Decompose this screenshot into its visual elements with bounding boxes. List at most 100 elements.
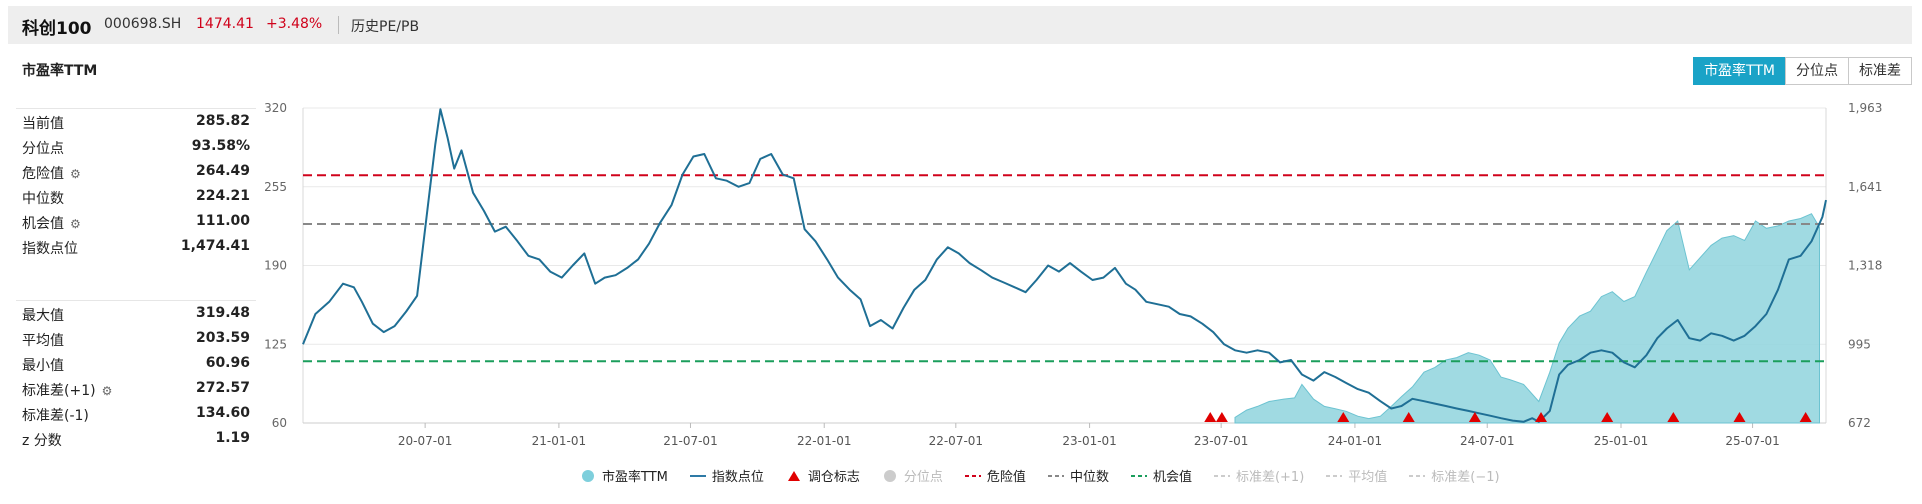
y-left-tick-label: 255 (264, 180, 287, 194)
y-right-tick-label: 995 (1848, 337, 1871, 351)
dash-legend-icon (1130, 474, 1147, 477)
history-pe-pb-link[interactable]: 历史PE/PB (351, 19, 420, 35)
legend-item[interactable]: 指数点位 (689, 466, 764, 485)
header-divider (338, 16, 339, 34)
index-price: 1474.41 (196, 16, 254, 32)
y-right-tick-label: 1,963 (1848, 101, 1882, 115)
rebalance-marker (1733, 412, 1746, 422)
legend-item[interactable]: 平均值 (1326, 466, 1387, 485)
y-left-tick-label: 320 (264, 101, 287, 115)
rebalance-marker (1535, 412, 1548, 422)
y-right-tick-label: 672 (1848, 416, 1871, 430)
stat-label: 最大值 (22, 308, 64, 324)
y-right-tick-label: 1,318 (1848, 259, 1882, 273)
stat-label: 分位点 (22, 141, 64, 157)
index-name: 科创100 (22, 19, 92, 39)
stat-value: 134.60 (195, 405, 250, 421)
legend-item[interactable]: 危险值 (964, 466, 1026, 485)
stat-value: 1,474.41 (180, 238, 250, 254)
x-tick-label: 23-07-01 (1194, 434, 1248, 448)
section-title: 市盈率TTM (22, 63, 98, 79)
gear-icon[interactable]: ⚙ (70, 167, 81, 181)
index-level-area (1234, 213, 1820, 424)
stat-value: 203.59 (195, 330, 250, 346)
triangle-legend-icon (787, 470, 800, 481)
line-legend-icon (689, 474, 706, 477)
rebalance-marker (1667, 412, 1680, 422)
tab-pe-ttm[interactable]: 市盈率TTM (1693, 57, 1786, 85)
stat-value: 264.49 (195, 163, 250, 179)
index-change: +3.48% (266, 16, 323, 32)
x-tick-label: 20-07-01 (398, 434, 452, 448)
stat-row-danger: 危险值 ⚙ 264.49 (16, 159, 256, 184)
legend-item[interactable]: 机会值 (1130, 466, 1192, 485)
legend-item[interactable]: 调仓标志 (786, 466, 860, 485)
x-tick-label: 25-07-01 (1725, 434, 1779, 448)
stat-label: 平均值 (22, 333, 64, 349)
stat-value: 60.96 (205, 355, 250, 371)
stat-value: 272.57 (195, 380, 250, 396)
circle-legend-icon (582, 469, 594, 482)
stat-row-median: 中位数 224.21 (16, 184, 256, 209)
stat-row-max: 最大值 319.48 (16, 301, 256, 326)
legend-label: 调仓标志 (807, 470, 860, 485)
stats-panel-current: 当前值 285.82 分位点 93.58% 危险值 ⚙ 264.49 中位数 224.21… (16, 108, 256, 259)
stat-label: z 分数 (22, 433, 62, 449)
x-tick-label: 22-07-01 (929, 434, 983, 448)
stat-label: 机会值 (22, 216, 64, 232)
dash-legend-icon (1326, 474, 1343, 477)
rebalance-marker (1215, 412, 1228, 422)
stat-value: 319.48 (195, 305, 250, 321)
pe-ttm-line (302, 108, 1827, 423)
legend-item[interactable]: 标准差(+1) (1213, 466, 1305, 485)
chart-legend: 市盈率TTM 指数点位 调仓标志 分位点 危险值 中位数 机会值 标准差(+1) 平均值 标准差(… (580, 466, 1522, 485)
x-tick-label: 24-07-01 (1460, 434, 1514, 448)
x-tick-label: 25-01-01 (1594, 434, 1648, 448)
legend-label: 市盈率TTM (602, 470, 668, 485)
y-right-tick-label: 1,641 (1848, 180, 1882, 194)
gear-icon[interactable]: ⚙ (101, 384, 113, 398)
legend-item[interactable]: 中位数 (1047, 466, 1109, 485)
header-bar: 科创100 000698.SH 1474.41 +3.48% 历史PE/PB (8, 6, 1912, 44)
rebalance-marker (1601, 412, 1614, 422)
legend-item[interactable]: 标准差(−1) (1409, 466, 1500, 485)
stats-panel-summary: 最大值 319.48 平均值 203.59 最小值 60.96 标准差(+1) ⚙ 272… (16, 300, 256, 451)
rebalance-marker (1402, 412, 1415, 422)
legend-label: 平均值 (1348, 470, 1388, 485)
gear-icon[interactable]: ⚙ (70, 217, 81, 231)
stat-value: 1.19 (215, 430, 250, 446)
rebalance-marker (1337, 412, 1350, 422)
metric-tabs: 市盈率TTM 分位点 标准差 (1693, 57, 1912, 85)
y-left-tick-label: 60 (272, 416, 287, 430)
y-left-tick-label: 125 (264, 337, 287, 351)
stat-label: 最小值 (22, 358, 64, 374)
stat-label: 当前值 (22, 116, 64, 132)
dash-legend-icon (1409, 474, 1426, 477)
legend-item[interactable]: 分位点 (882, 466, 943, 485)
dash-legend-icon (964, 474, 981, 477)
x-tick-label: 22-01-01 (797, 434, 851, 448)
rebalance-marker (1468, 412, 1481, 422)
stat-row-index-level: 指数点位 1,474.41 (16, 234, 256, 259)
legend-label: 机会值 (1152, 470, 1192, 485)
stat-value: 93.58% (191, 138, 250, 154)
legend-label: 危险值 (986, 470, 1026, 485)
stat-row-percentile: 分位点 93.58% (16, 134, 256, 159)
index-code: 000698.SH (104, 16, 182, 32)
legend-label: 标准差(+1) (1235, 470, 1305, 485)
tab-std-dev[interactable]: 标准差 (1848, 57, 1912, 85)
stat-label: 指数点位 (22, 241, 78, 257)
stat-label: 标准差(-1) (22, 408, 89, 424)
dash-legend-icon (1047, 474, 1064, 477)
rebalance-marker (1799, 412, 1812, 422)
stat-label: 标准差(+1) (22, 383, 96, 399)
stat-row-zscore: z 分数 1.19 (16, 426, 256, 451)
legend-label: 标准差(−1) (1431, 470, 1500, 485)
x-tick-label: 21-01-01 (532, 434, 586, 448)
stat-row-mean: 平均值 203.59 (16, 326, 256, 351)
stat-row-std-minus: 标准差(-1) 134.60 (16, 401, 256, 426)
rebalance-marker (1204, 412, 1217, 422)
legend-label: 分位点 (903, 470, 943, 485)
legend-item[interactable]: 市盈率TTM (580, 466, 668, 485)
